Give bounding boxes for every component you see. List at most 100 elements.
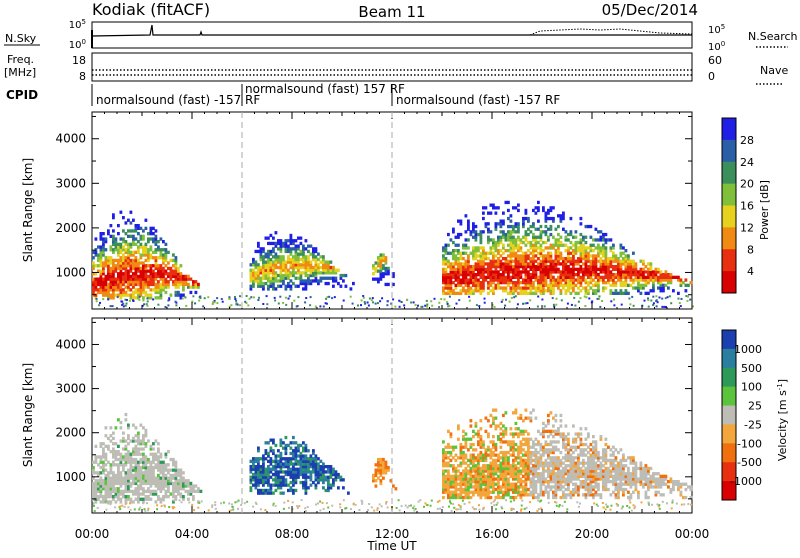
echo-cell	[507, 440, 510, 443]
echo-cell	[145, 495, 148, 498]
echo-cell	[562, 212, 565, 215]
echo-cell	[580, 276, 583, 279]
echo-cell	[580, 233, 583, 236]
echo-cell	[535, 496, 538, 499]
echo-cell	[457, 469, 460, 472]
echo-cell	[112, 442, 115, 445]
echo-cell	[147, 264, 150, 267]
echo-cell	[132, 437, 135, 440]
echo-cell	[445, 462, 448, 465]
echo-cell	[277, 247, 280, 250]
echo-cell	[565, 289, 568, 292]
echo-speck	[633, 305, 635, 307]
echo-cell	[645, 276, 648, 279]
echo-speck	[597, 298, 599, 300]
echo-cell	[130, 275, 133, 278]
echo-cell	[615, 281, 618, 284]
echo-cell	[325, 261, 328, 264]
echo-cell	[495, 417, 498, 420]
echo-cell	[457, 244, 460, 247]
echo-cell	[160, 477, 163, 480]
echo-cell	[155, 235, 158, 238]
echo-cell	[497, 257, 500, 260]
echo-cell	[507, 292, 510, 295]
echo-cell	[380, 458, 383, 461]
echo-speck	[107, 296, 109, 298]
echo-cell	[127, 442, 130, 445]
echo-cell	[665, 270, 668, 273]
echo-cell	[250, 263, 253, 266]
echo-cell	[152, 237, 155, 240]
echo-cell	[492, 270, 495, 273]
echo-cell	[272, 465, 275, 468]
echo-cell	[592, 493, 595, 496]
colorbar-swatch	[722, 184, 736, 206]
echo-cell	[267, 441, 270, 444]
echo-cell	[95, 445, 98, 448]
echo-speck	[297, 296, 299, 298]
echo-cell	[140, 243, 143, 246]
echo-cell	[557, 276, 560, 279]
echo-cell	[505, 440, 508, 443]
echo-cell	[270, 484, 273, 487]
echo-cell	[257, 447, 260, 450]
echo-cell	[450, 446, 453, 449]
echo-cell	[295, 245, 298, 248]
echo-cell	[690, 281, 693, 284]
echo-cell	[492, 417, 495, 420]
echo-cell	[612, 292, 615, 295]
echo-cell	[577, 485, 580, 488]
echo-cell	[647, 292, 650, 295]
echo-cell	[140, 235, 143, 238]
echo-speck	[126, 299, 128, 301]
echo-cell	[125, 418, 128, 421]
echo-cell	[597, 230, 600, 233]
echo-cell	[592, 278, 595, 281]
echo-cell	[465, 289, 468, 292]
echo-speck	[132, 299, 134, 301]
station-title: Kodiak (fitACF)	[92, 0, 210, 19]
echo-cell	[172, 253, 175, 256]
echo-cell	[592, 289, 595, 292]
echo-cell	[575, 462, 578, 465]
echo-cell	[535, 254, 538, 257]
echo-cell	[552, 435, 555, 438]
echo-speck	[401, 301, 403, 303]
echo-cell	[490, 414, 493, 417]
echo-cell	[165, 278, 168, 281]
echo-cell	[112, 495, 115, 498]
echo-cell	[125, 221, 128, 224]
echo-cell	[262, 489, 265, 492]
echo-cell	[585, 493, 588, 496]
echo-cell	[557, 225, 560, 228]
echo-cell	[152, 251, 155, 254]
echo-cell	[325, 282, 328, 285]
echo-speck	[610, 300, 612, 302]
echo-cell	[495, 409, 498, 412]
echo-cell	[145, 455, 148, 458]
echo-cell	[157, 280, 160, 283]
echo-cell	[155, 490, 158, 493]
echo-cell	[142, 426, 145, 429]
echo-cell	[450, 459, 453, 462]
echo-cell	[507, 217, 510, 220]
echo-cell	[382, 477, 385, 480]
echo-cell	[577, 454, 580, 457]
echo-speck	[168, 297, 170, 299]
beam-title: Beam 11	[358, 3, 425, 21]
echo-cell	[477, 278, 480, 281]
echo-cell	[155, 248, 158, 251]
echo-cell	[550, 244, 553, 247]
echo-cell	[480, 419, 483, 422]
echo-cell	[547, 435, 550, 438]
echo-cell	[587, 456, 590, 459]
echo-cell	[122, 447, 125, 450]
echo-speck	[96, 298, 98, 300]
echo-cell	[500, 432, 503, 435]
echo-cell	[522, 485, 525, 488]
echo-cell	[557, 214, 560, 217]
echo-cell	[372, 272, 375, 275]
echo-cell	[465, 252, 468, 255]
echo-cell	[167, 261, 170, 264]
